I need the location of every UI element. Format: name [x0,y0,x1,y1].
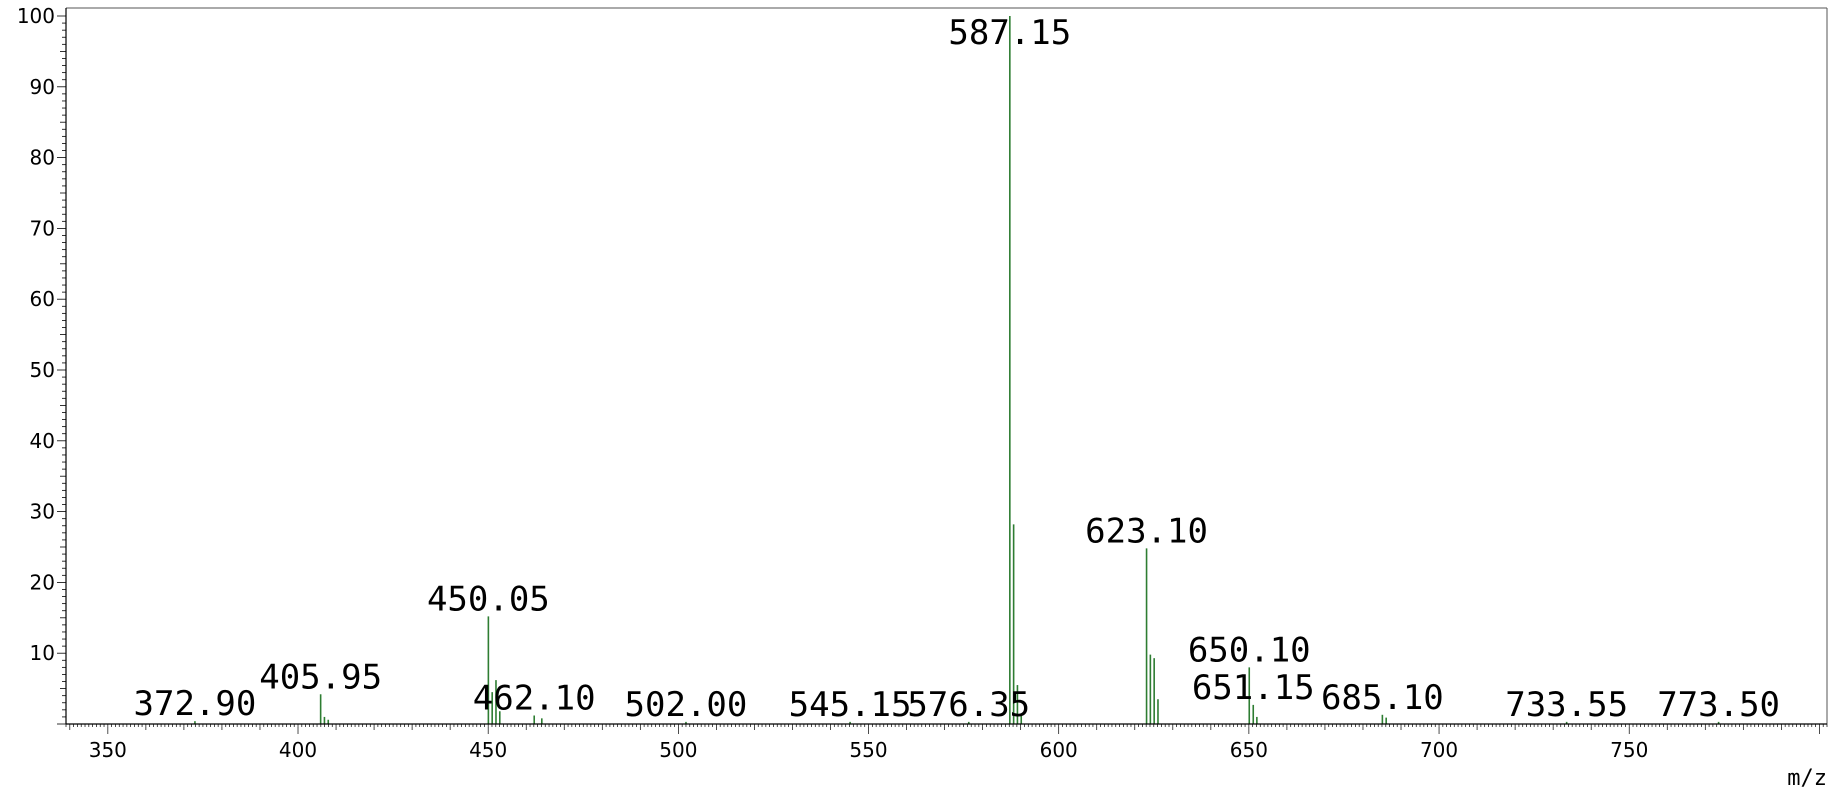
peak-label: 372.90 [134,684,257,724]
peak-label: 450.05 [427,579,550,619]
y-tick-label: 40 [30,429,55,453]
peak-label: 405.95 [259,657,382,697]
x-tick-label: 700 [1420,738,1458,762]
y-tick-label: 60 [30,287,55,311]
plot-frame [66,7,1828,724]
peak-label: 545.15 [789,685,912,725]
y-tick-label: 30 [30,500,55,524]
peak-label: 576.35 [907,685,1030,725]
x-tick-label: 750 [1610,738,1648,762]
x-tick-label: 350 [89,738,127,762]
x-axis: 350 400 450 500 550 600 650 700 750 [65,723,1828,762]
x-tick-label: 500 [659,738,697,762]
y-tick-label: 80 [30,146,55,170]
peak-label: 733.55 [1505,685,1628,725]
y-tick-label: 10 [30,641,55,665]
peak-label: 651.15 [1192,668,1315,708]
x-tick-label: 550 [849,738,887,762]
y-tick-label: 50 [30,358,55,382]
peak-label: 685.10 [1321,678,1444,718]
x-tick-label: 450 [469,738,507,762]
y-tick-label: 100 [17,4,55,28]
x-tick-label: 650 [1230,738,1268,762]
y-tick-label: 70 [30,216,55,240]
x-tick-label: 400 [279,738,317,762]
peak-label: 462.10 [473,679,596,719]
peak-label: 623.10 [1085,511,1208,551]
y-axis: 10 20 30 40 50 60 70 80 90 100 [17,4,67,725]
x-tick-label: 600 [1040,738,1078,762]
peak-label: 587.15 [948,13,1071,53]
y-tick-label: 90 [30,75,55,99]
peak-series [194,16,1720,724]
peak-label: 650.10 [1188,630,1311,670]
y-tick-label: 20 [30,570,55,594]
x-axis-title: m/z [1787,766,1827,791]
peak-label: 773.50 [1657,685,1780,725]
peak-label: 502.00 [625,685,748,725]
